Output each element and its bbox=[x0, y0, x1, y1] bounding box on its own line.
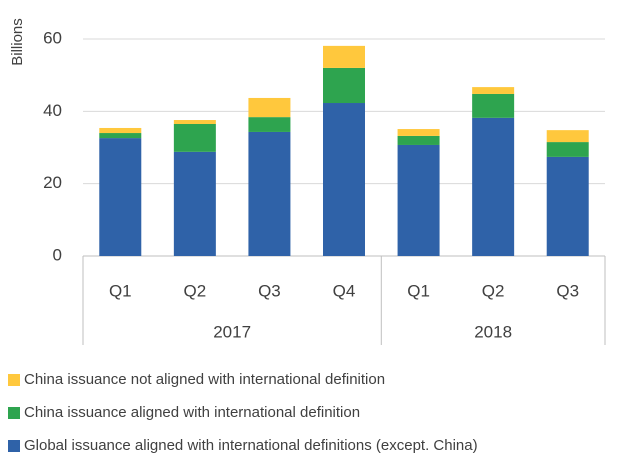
legend-swatch bbox=[8, 440, 20, 452]
bar-segment bbox=[173, 120, 216, 124]
bar-segment bbox=[173, 151, 216, 256]
x-tick-label: Q3 bbox=[258, 281, 281, 300]
bar-segment bbox=[99, 138, 142, 256]
x-tick-label: Q4 bbox=[333, 281, 356, 300]
bar-segment bbox=[173, 123, 216, 152]
bar-segment bbox=[99, 127, 142, 134]
x-tick-label: Q3 bbox=[556, 281, 579, 300]
legend-swatch bbox=[8, 407, 20, 419]
bar-segment bbox=[472, 87, 515, 94]
bar-segment bbox=[546, 142, 589, 157]
x-tick-label: Q2 bbox=[482, 281, 505, 300]
group-label: 2017 bbox=[213, 322, 251, 341]
legend-label: China issuance not aligned with internat… bbox=[24, 371, 385, 388]
bar-segment bbox=[99, 133, 142, 139]
legend-label: Global issuance aligned with internation… bbox=[24, 437, 478, 454]
bar-segment bbox=[546, 156, 589, 256]
legend-label: China issuance aligned with internationa… bbox=[24, 404, 360, 421]
x-tick-label: Q1 bbox=[109, 281, 132, 300]
bar-segment bbox=[397, 135, 440, 145]
bar-segment bbox=[472, 117, 515, 257]
y-tick-label: 60 bbox=[43, 28, 62, 47]
bar-segment bbox=[248, 131, 291, 256]
bar-segment bbox=[323, 45, 365, 68]
y-tick-label: 40 bbox=[43, 101, 62, 120]
y-tick-label: 0 bbox=[53, 245, 62, 264]
bar-segment bbox=[472, 93, 515, 118]
bar-segment bbox=[323, 67, 365, 104]
bar-segment bbox=[323, 103, 365, 256]
y-tick-label: 20 bbox=[43, 173, 62, 192]
y-axis-label: Billions bbox=[9, 18, 26, 66]
bar-segment bbox=[546, 130, 589, 143]
bar-segment bbox=[248, 97, 291, 118]
bar-segment bbox=[248, 117, 291, 132]
x-tick-label: Q1 bbox=[407, 281, 430, 300]
x-tick-label: Q2 bbox=[184, 281, 207, 300]
bar-segment bbox=[397, 129, 440, 136]
group-label: 2018 bbox=[474, 322, 512, 341]
legend-swatch bbox=[8, 374, 20, 386]
bar-segment bbox=[397, 144, 440, 256]
